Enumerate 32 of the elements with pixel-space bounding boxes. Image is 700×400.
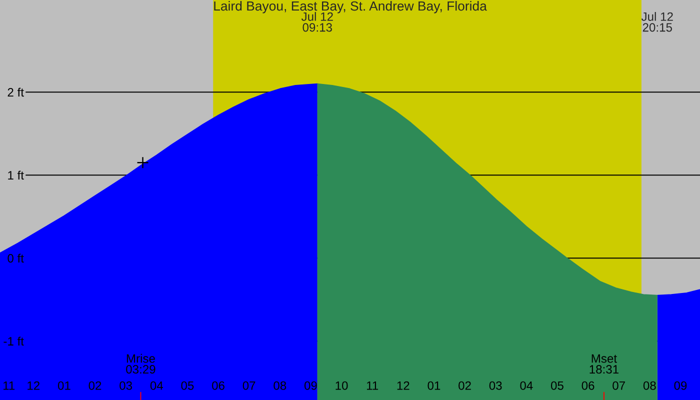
x-tick-label: 08 <box>643 381 656 390</box>
x-tick-label: 09 <box>674 381 687 390</box>
x-tick-label: 06 <box>582 381 594 390</box>
x-tick-label: 06 <box>212 381 224 390</box>
y-tick-label: 1 ft <box>8 170 24 180</box>
x-tick-label: 10 <box>336 381 348 390</box>
x-tick-label: 02 <box>458 381 471 390</box>
x-tick-label: 12 <box>397 381 410 390</box>
y-tick-label: 0 ft <box>8 254 24 263</box>
y-tick-label: 2 ft <box>8 88 24 97</box>
x2-tick-label: Mrise 03:29 <box>126 354 156 374</box>
x-tick-label: 04 <box>520 381 533 390</box>
annotation: Jul 12 20:15 <box>641 12 673 32</box>
x-tick-label: 03 <box>489 381 502 390</box>
x-tick-label: 08 <box>274 381 286 390</box>
x-tick-label: 03 <box>120 381 132 390</box>
x-tick-label: 05 <box>181 381 194 390</box>
chart-title: Laird Bayou, East Bay, St. Andrew Bay, Florida <box>214 1 487 14</box>
x2-tick-label: Mset 18:31 <box>590 354 618 374</box>
x-tick-label: 07 <box>612 381 625 390</box>
x-tick-label: 01 <box>428 381 440 390</box>
x-tick-label: 09 <box>304 381 317 390</box>
x-tick-label: 07 <box>242 381 256 390</box>
x-tick-label: 11 <box>3 381 15 390</box>
x-tick-label: 05 <box>550 381 564 390</box>
x-tick-label: 11 <box>366 381 378 390</box>
x-tick-label: 12 <box>28 381 40 390</box>
y-tick-label: -1 ft <box>4 336 24 346</box>
x-tick-label: 04 <box>150 381 164 390</box>
x-tick-label: 01 <box>58 381 70 390</box>
annotation: Jul 12 09:13 <box>301 12 333 32</box>
x-tick-label: 02 <box>88 381 102 390</box>
